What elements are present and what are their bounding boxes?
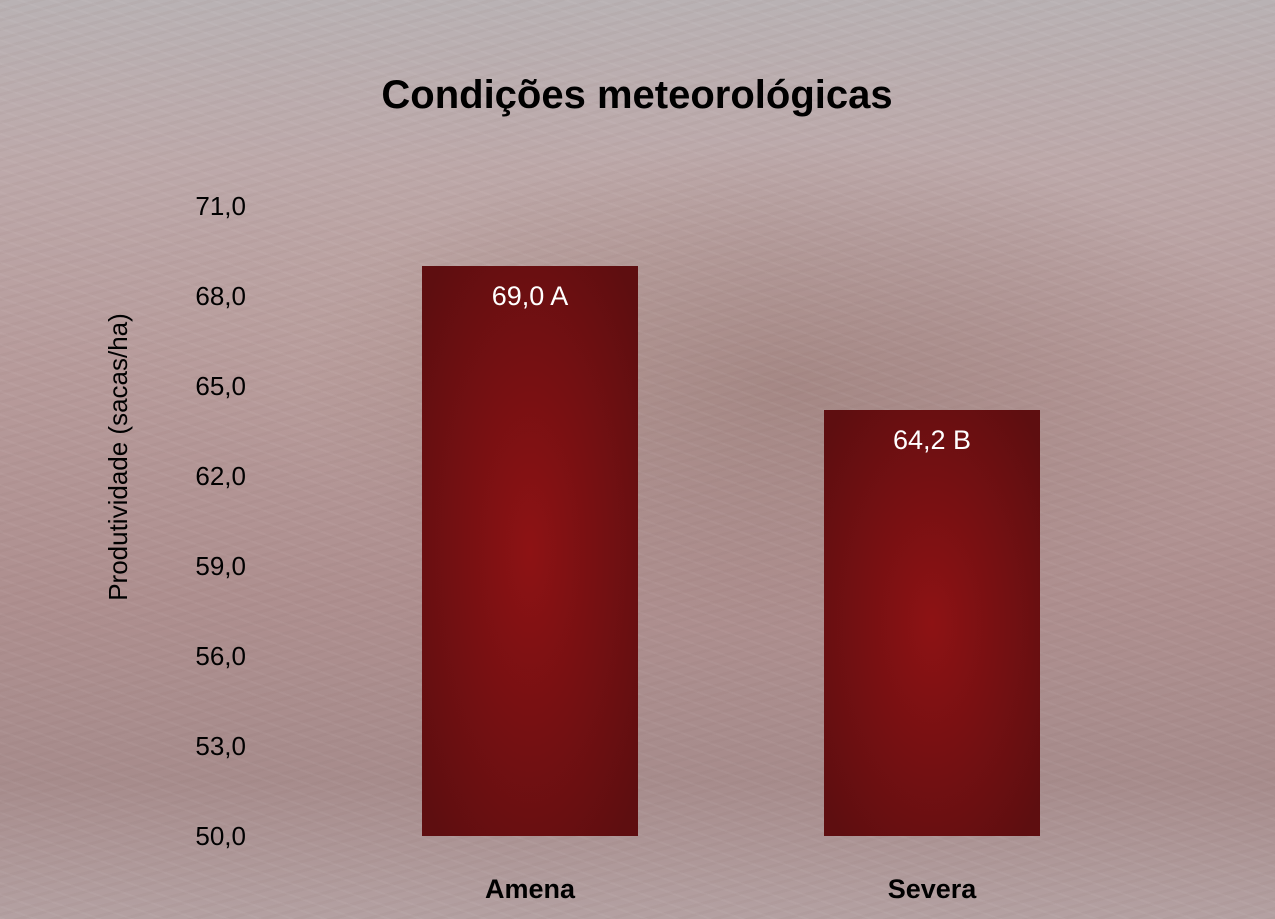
y-tick-label: 59,0	[195, 551, 246, 581]
category-label-amena: Amena	[485, 874, 576, 904]
x-axis-categories: Amena Severa	[485, 874, 977, 904]
y-tick-label: 65,0	[195, 371, 246, 401]
y-tick-label: 71,0	[195, 191, 246, 221]
category-label-severa: Severa	[888, 874, 978, 904]
data-labels: 69,0 A 64,2 B	[492, 281, 971, 455]
bar-amena	[422, 266, 638, 836]
data-label-amena: 69,0 A	[492, 281, 569, 311]
y-tick-label: 56,0	[195, 641, 246, 671]
y-tick-label: 50,0	[195, 821, 246, 851]
y-tick-label: 62,0	[195, 461, 246, 491]
data-label-severa: 64,2 B	[893, 425, 971, 455]
y-axis-ticks: 50,0 53,0 56,0 59,0 62,0 65,0 68,0 71,0	[195, 191, 246, 851]
y-axis-label: Produtividade (sacas/ha)	[103, 313, 133, 601]
chart-title: Condições meteorológicas	[381, 73, 892, 117]
bar-severa	[824, 410, 1040, 836]
y-tick-label: 53,0	[195, 731, 246, 761]
bars	[422, 266, 1040, 836]
y-tick-label: 68,0	[195, 281, 246, 311]
